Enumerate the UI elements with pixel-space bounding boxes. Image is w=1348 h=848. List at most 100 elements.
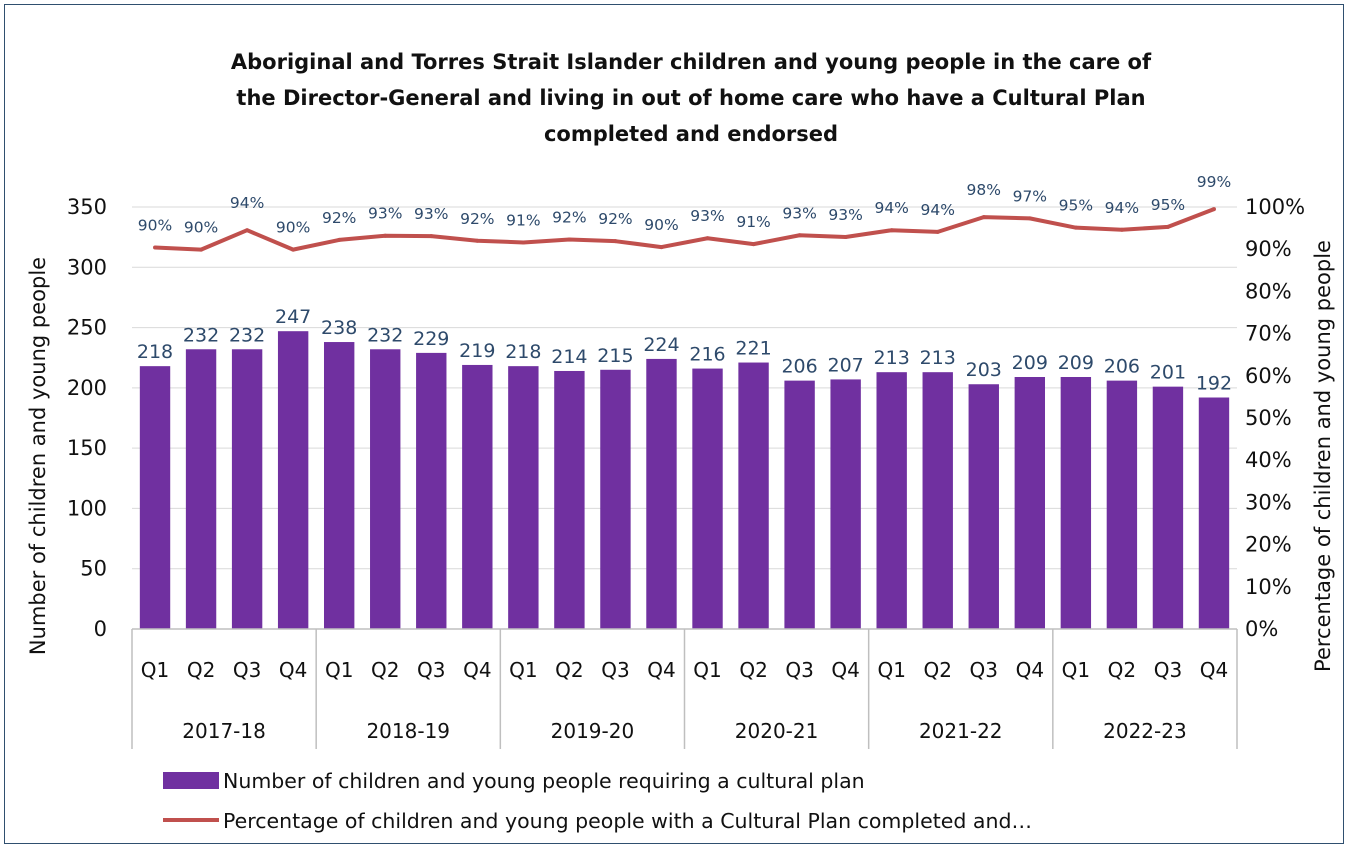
bar-data-label: 219 (459, 340, 495, 362)
bar (554, 370, 585, 629)
bar-data-label: 215 (597, 345, 633, 367)
chart-title-line-1: Aboriginal and Torres Strait Islander ch… (231, 50, 1152, 74)
bar (185, 349, 217, 629)
y2-tick-label: 40% (1245, 448, 1292, 472)
percentage-line (154, 207, 1215, 252)
bar-data-label: 206 (781, 356, 817, 378)
line-data-label: 90% (184, 219, 218, 237)
bar-data-label: 214 (551, 346, 587, 368)
line-point (1073, 225, 1078, 230)
bar (462, 364, 493, 629)
y-axis-ticks: 0 50 100 150 200 250 300 350 (67, 195, 107, 641)
x-tick-label: Q2 (187, 658, 215, 682)
bar (968, 384, 999, 629)
line-data-label: 92% (460, 210, 494, 228)
x-tick-label: Q1 (325, 658, 353, 682)
bar (1198, 397, 1230, 629)
x-tick-label: Q3 (417, 658, 445, 682)
x-tick-label: Q4 (647, 658, 675, 682)
bar (692, 368, 723, 629)
line-data-label: 92% (552, 208, 586, 226)
line-point (383, 233, 388, 238)
bar (231, 349, 263, 629)
line-point (1027, 216, 1032, 221)
bar (1014, 377, 1046, 629)
line-point (337, 237, 342, 242)
y2-tick-label: 60% (1245, 364, 1292, 388)
gridlines (132, 206, 1237, 570)
x-tick-label: Q4 (463, 658, 491, 682)
line-data-label: 94% (1105, 199, 1139, 217)
bar-data-label: 206 (1104, 356, 1140, 378)
bar (139, 366, 171, 629)
bar-data-label: 218 (505, 341, 541, 363)
y-tick-label: 0 (94, 617, 107, 641)
x-tick-label: Q4 (831, 658, 859, 682)
y-tick-label: 150 (67, 436, 107, 460)
line-point (797, 233, 802, 238)
bar (738, 362, 769, 629)
line-point (935, 229, 940, 234)
bar-data-label: 209 (1012, 352, 1048, 374)
bar (1106, 380, 1138, 629)
line-point (889, 228, 894, 233)
x-tick-label: Q3 (970, 658, 998, 682)
bar-data-label: 232 (367, 324, 403, 346)
line-data-label: 99% (1197, 173, 1231, 191)
y-tick-label: 50 (80, 557, 107, 581)
bar-data-label: 232 (229, 324, 265, 346)
x-tick-label: Q2 (739, 658, 767, 682)
x-tick-label: Q2 (1108, 658, 1136, 682)
line-point (475, 238, 480, 243)
y2-tick-label: 10% (1245, 575, 1292, 599)
line-point (1119, 227, 1124, 232)
x-tick-label: Q4 (1200, 658, 1228, 682)
line-point (567, 237, 572, 242)
line-data-label: 95% (1151, 196, 1185, 214)
bar-data-label: 247 (275, 306, 311, 328)
line-point (245, 228, 250, 233)
bar (876, 372, 907, 629)
legend-label-bars: Number of children and young people requ… (223, 769, 865, 793)
chart-frame: Aboriginal and Torres Strait Islander ch… (4, 4, 1344, 844)
y-axis-title: Number of children and young people (26, 257, 50, 655)
y-tick-label: 200 (67, 376, 107, 400)
chart-title-line-2: the Director-General and living in out o… (236, 86, 1145, 110)
chart-title-line-3: completed and endorsed (544, 122, 838, 146)
y2-tick-label: 0% (1245, 617, 1278, 641)
x-tick-label: Q1 (141, 658, 169, 682)
x-group-label: 2021-22 (919, 719, 1003, 743)
line-data-label: 93% (414, 205, 448, 223)
bar (784, 380, 815, 629)
bar-data-label: 216 (689, 344, 725, 366)
bar-data-label: 201 (1150, 362, 1186, 384)
y2-tick-label: 70% (1245, 322, 1292, 346)
x-tick-label: Q1 (1062, 658, 1090, 682)
bar-data-label: 209 (1058, 352, 1094, 374)
line-data-label: 93% (690, 207, 724, 225)
bar-data-label: 221 (735, 338, 771, 360)
y-tick-label: 350 (67, 195, 107, 219)
line-point (659, 245, 664, 250)
y2-tick-label: 30% (1245, 490, 1292, 514)
bar-data-label: 213 (874, 347, 910, 369)
line-point (153, 245, 158, 250)
line-data-label: 90% (276, 219, 310, 237)
x-group-label: 2020-21 (735, 719, 819, 743)
y2-tick-label: 20% (1245, 533, 1292, 557)
line-point (1165, 224, 1170, 229)
bar (277, 331, 309, 629)
line-data-label: 92% (322, 209, 356, 227)
legend: Number of children and young people requ… (163, 769, 1032, 833)
line-data-label: 97% (1013, 187, 1047, 205)
bar-data-label: 218 (137, 341, 173, 363)
x-tick-label: Q3 (1154, 658, 1182, 682)
x-tick-label: Q1 (877, 658, 905, 682)
y-tick-label: 250 (67, 316, 107, 340)
x-tick-label: Q3 (785, 658, 813, 682)
line-point (1211, 207, 1216, 212)
line-point (521, 240, 526, 245)
line-data-label: 92% (598, 210, 632, 228)
line-data-label: 93% (782, 204, 816, 222)
x-axis: Q1 Q2 Q3 Q4 2017-18 Q1 Q2 Q3 Q4 2018-19 Q1 Q2 Q3 Q4 20… (131, 628, 1238, 749)
